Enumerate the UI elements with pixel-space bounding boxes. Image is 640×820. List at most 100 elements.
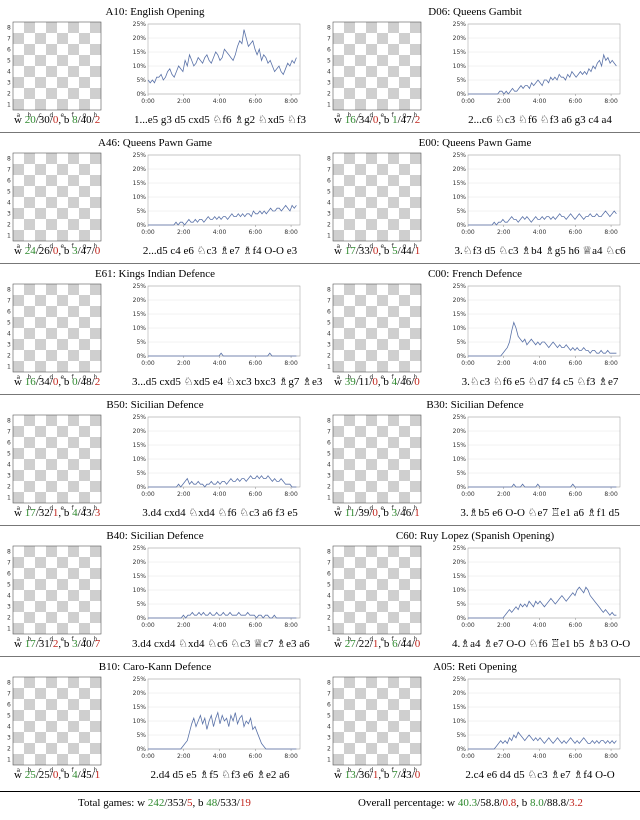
board-square <box>24 66 35 77</box>
file-label: f <box>392 505 395 511</box>
board-square <box>35 186 46 197</box>
board-square <box>35 612 46 623</box>
board-square <box>388 186 399 197</box>
board-square <box>355 481 366 492</box>
result-counts: w 11/39/0, b 3/46/1 <box>334 507 420 519</box>
board-square <box>46 66 57 77</box>
board-square <box>35 22 46 33</box>
board-square <box>79 153 90 164</box>
file-label: f <box>392 374 395 380</box>
board-square <box>90 568 101 579</box>
board-square <box>333 754 344 765</box>
y-tick-label: 25% <box>133 283 147 290</box>
usage-chart: 0% 5% 10% 15% 20% 25% 0:00 2:00 4:00 6:00 8:00 <box>453 414 621 498</box>
board-square <box>68 415 79 426</box>
board-square <box>333 99 344 110</box>
rank-label: 4 <box>327 200 331 207</box>
board-square <box>366 688 377 699</box>
board-square <box>13 317 24 328</box>
y-tick-label: 20% <box>133 166 147 173</box>
board-square <box>355 623 366 634</box>
x-tick-label: 8:00 <box>604 622 618 629</box>
board-square <box>344 470 355 481</box>
board-square <box>388 350 399 361</box>
board-square <box>344 88 355 99</box>
board-square <box>377 590 388 601</box>
board-square <box>410 677 421 688</box>
board-square <box>79 732 90 743</box>
board-square <box>79 557 90 568</box>
opening-name: English Opening <box>130 6 205 18</box>
board-square <box>46 164 57 175</box>
y-tick-label: 15% <box>453 704 467 711</box>
board-square <box>13 688 24 699</box>
white-losses: 0 <box>372 376 378 388</box>
rank-label: 2 <box>7 615 11 622</box>
row-divider <box>0 263 640 264</box>
board-square <box>366 197 377 208</box>
rank-label: 8 <box>327 680 331 687</box>
board-square <box>366 328 377 339</box>
file-label: b <box>28 636 32 642</box>
board-square <box>399 22 410 33</box>
y-tick-label: 5% <box>456 470 466 477</box>
board-square <box>57 44 68 55</box>
board-square <box>388 77 399 88</box>
file-label: d <box>50 505 54 511</box>
board-square <box>24 426 35 437</box>
board-square <box>90 33 101 44</box>
file-label: g <box>83 505 87 511</box>
board-square <box>388 688 399 699</box>
x-tick-label: 4:00 <box>533 491 547 498</box>
file-label: h <box>414 505 418 511</box>
board-square <box>79 77 90 88</box>
y-tick-label: 15% <box>453 573 467 580</box>
black-draws: 46 <box>400 507 412 519</box>
board-square <box>68 44 79 55</box>
x-tick-label: 4:00 <box>213 622 227 629</box>
opening-code: A10 <box>105 6 125 18</box>
board-square <box>388 66 399 77</box>
board-square <box>79 295 90 306</box>
board-square <box>355 295 366 306</box>
move-sequence: 3.♗b5 e6 O-O ♘e7 ♖e1 a6 ♗f1 d5 <box>460 507 620 519</box>
board-square <box>388 546 399 557</box>
board-square <box>410 546 421 557</box>
white-draws: 36 <box>358 769 370 781</box>
board-square <box>79 164 90 175</box>
board-square <box>46 481 57 492</box>
rank-label: 8 <box>327 156 331 163</box>
board-square <box>366 601 377 612</box>
file-label: e <box>381 505 385 511</box>
board-square <box>344 164 355 175</box>
board-square <box>35 175 46 186</box>
black-draws: 40 <box>80 114 92 126</box>
board-square <box>24 164 35 175</box>
white-losses: 0 <box>52 769 59 781</box>
board-square <box>35 754 46 765</box>
board-square <box>377 448 388 459</box>
board-square <box>410 623 421 634</box>
board-square <box>35 546 46 557</box>
move-sequence: 3.d4 cxd4 ♘xd4 ♘c6 ♘c3 ♕c7 ♗e3 a6 <box>132 638 310 650</box>
series-line <box>148 204 297 226</box>
board-square <box>24 688 35 699</box>
board-square <box>366 437 377 448</box>
board-square <box>333 164 344 175</box>
board-square <box>46 295 57 306</box>
board-square <box>24 153 35 164</box>
board-square <box>46 601 57 612</box>
chess-board: 8 7 6 5 4 3 2 1a b c d e f g h <box>327 283 422 380</box>
board-square <box>344 590 355 601</box>
y-tick-label: 5% <box>136 470 146 477</box>
plot-frame <box>147 154 301 226</box>
board-square <box>366 99 377 110</box>
y-tick-label: 25% <box>453 21 467 28</box>
board-square <box>366 284 377 295</box>
board-square <box>24 22 35 33</box>
black-wins: 8 <box>72 114 78 126</box>
board-square <box>344 448 355 459</box>
file-label: e <box>61 505 65 511</box>
board-square <box>13 295 24 306</box>
board-square <box>377 459 388 470</box>
